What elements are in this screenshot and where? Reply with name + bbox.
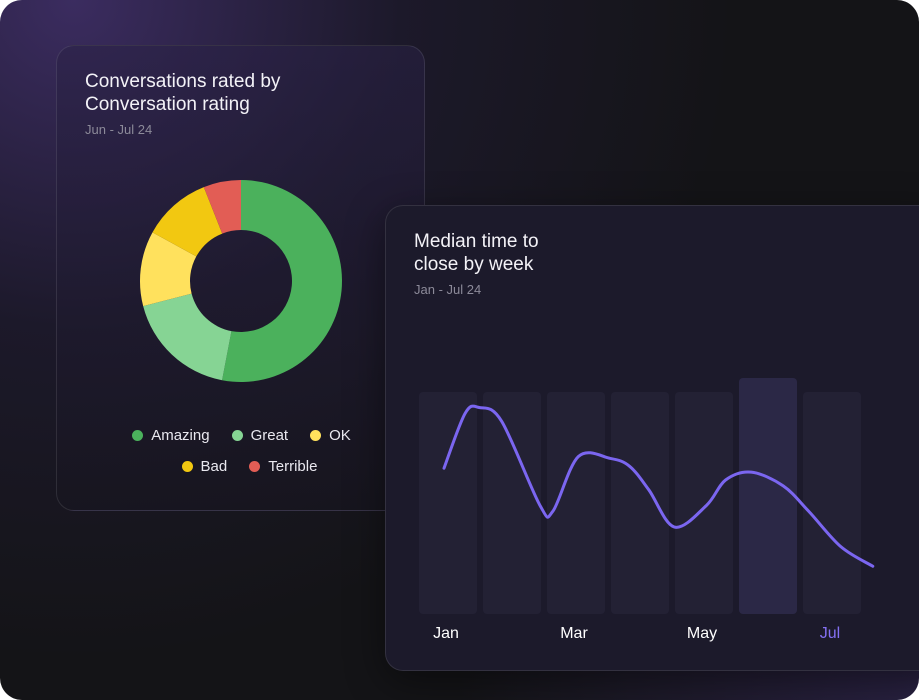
legend-swatch-terrible [249,461,261,472]
line-chart: Jan Mar May Jul [419,378,875,642]
x-tick-label-may: May [687,625,717,642]
legend-row-1: Amazing Great OK [57,427,426,444]
legend-swatch-amazing [132,430,144,441]
legend-item-ok: OK [310,427,351,444]
donut-slice-bad [152,187,223,257]
time-to-close-card: Median time to close by week Jan - Jul 2… [385,205,919,671]
time-card-title: Median time to close by week [414,230,539,276]
time-card-title-line2: close by week [414,254,534,275]
legend-label-bad: Bad [200,458,228,475]
x-tick-label-jul: Jul [820,625,840,642]
donut-slice-ok [140,232,197,307]
period-bar-feb [483,392,541,614]
period-bar-jan [419,392,477,614]
legend-label-terrible: Terrible [268,458,318,475]
period-bar-may [675,392,733,614]
rating-card: Conversations rated by Conversation rati… [56,45,425,511]
legend-label-amazing: Amazing [151,427,210,444]
period-bar-apr [611,392,669,614]
legend-swatch-great [231,430,243,441]
legend-row-2: Bad Terrible [57,458,434,475]
rating-card-title-line2: Conversation rating [85,94,250,115]
rating-card-title: Conversations rated by Conversation rati… [85,70,280,116]
time-card-title-line1: Median time to [414,231,539,252]
period-bar-mar [547,392,605,614]
legend-label-ok: OK [329,427,351,444]
period-bar-jul [803,392,861,614]
legend-swatch-ok [310,430,322,441]
time-card-date-range: Jan - Jul 24 [414,282,482,297]
legend-item-great: Great [231,427,289,444]
donut-slice-terrible [203,180,241,234]
period-bar-jun [739,378,797,614]
donut-slice-amazing [222,180,343,382]
x-tick-label-jan: Jan [433,625,459,642]
donut-chart [140,180,343,382]
legend-item-terrible: Terrible [249,458,317,475]
median-time-series-line [442,404,875,568]
legend-item-bad: Bad [181,458,228,475]
rating-card-title-line1: Conversations rated by [85,71,281,92]
donut-slice-great [143,293,232,381]
x-tick-label-mar: Mar [560,625,588,642]
legend-label-great: Great [250,427,289,444]
legend-item-amazing: Amazing [132,427,210,444]
legend-swatch-bad [181,461,193,472]
rating-card-date-range: Jun - Jul 24 [85,122,153,137]
